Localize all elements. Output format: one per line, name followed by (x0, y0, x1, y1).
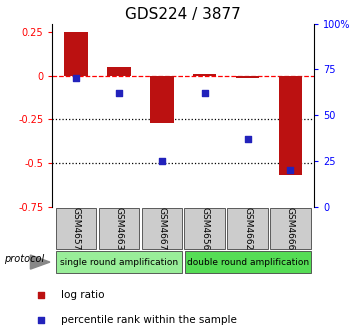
FancyBboxPatch shape (185, 251, 310, 274)
Text: protocol: protocol (4, 254, 44, 264)
FancyBboxPatch shape (56, 251, 182, 274)
Text: percentile rank within the sample: percentile rank within the sample (61, 315, 237, 325)
Point (159, 158, 165, 164)
Text: GSM4657: GSM4657 (71, 207, 81, 250)
Text: double round amplification: double round amplification (187, 258, 309, 266)
Bar (236, 76, 259, 78)
FancyBboxPatch shape (184, 208, 225, 249)
Point (38, 317, 44, 323)
Point (245, 136, 251, 141)
Point (73, 76, 79, 81)
Text: log ratio: log ratio (61, 290, 105, 300)
Point (288, 167, 293, 173)
Text: GSM4666: GSM4666 (286, 207, 295, 250)
Text: single round amplification: single round amplification (60, 258, 178, 266)
Bar (279, 76, 302, 175)
Text: GSM4656: GSM4656 (200, 207, 209, 250)
FancyBboxPatch shape (56, 208, 96, 249)
Point (202, 90, 208, 96)
Title: GDS224 / 3877: GDS224 / 3877 (125, 7, 241, 23)
Bar (64, 32, 88, 76)
FancyBboxPatch shape (99, 208, 139, 249)
FancyBboxPatch shape (270, 208, 310, 249)
Polygon shape (30, 255, 50, 269)
Text: GSM4663: GSM4663 (114, 207, 123, 250)
Text: GSM4667: GSM4667 (157, 207, 166, 250)
FancyBboxPatch shape (142, 208, 182, 249)
Text: GSM4662: GSM4662 (243, 207, 252, 250)
Bar (107, 67, 131, 76)
Point (116, 90, 122, 96)
Point (38, 292, 44, 298)
Bar (193, 74, 217, 76)
FancyBboxPatch shape (227, 208, 268, 249)
Bar (150, 76, 174, 123)
